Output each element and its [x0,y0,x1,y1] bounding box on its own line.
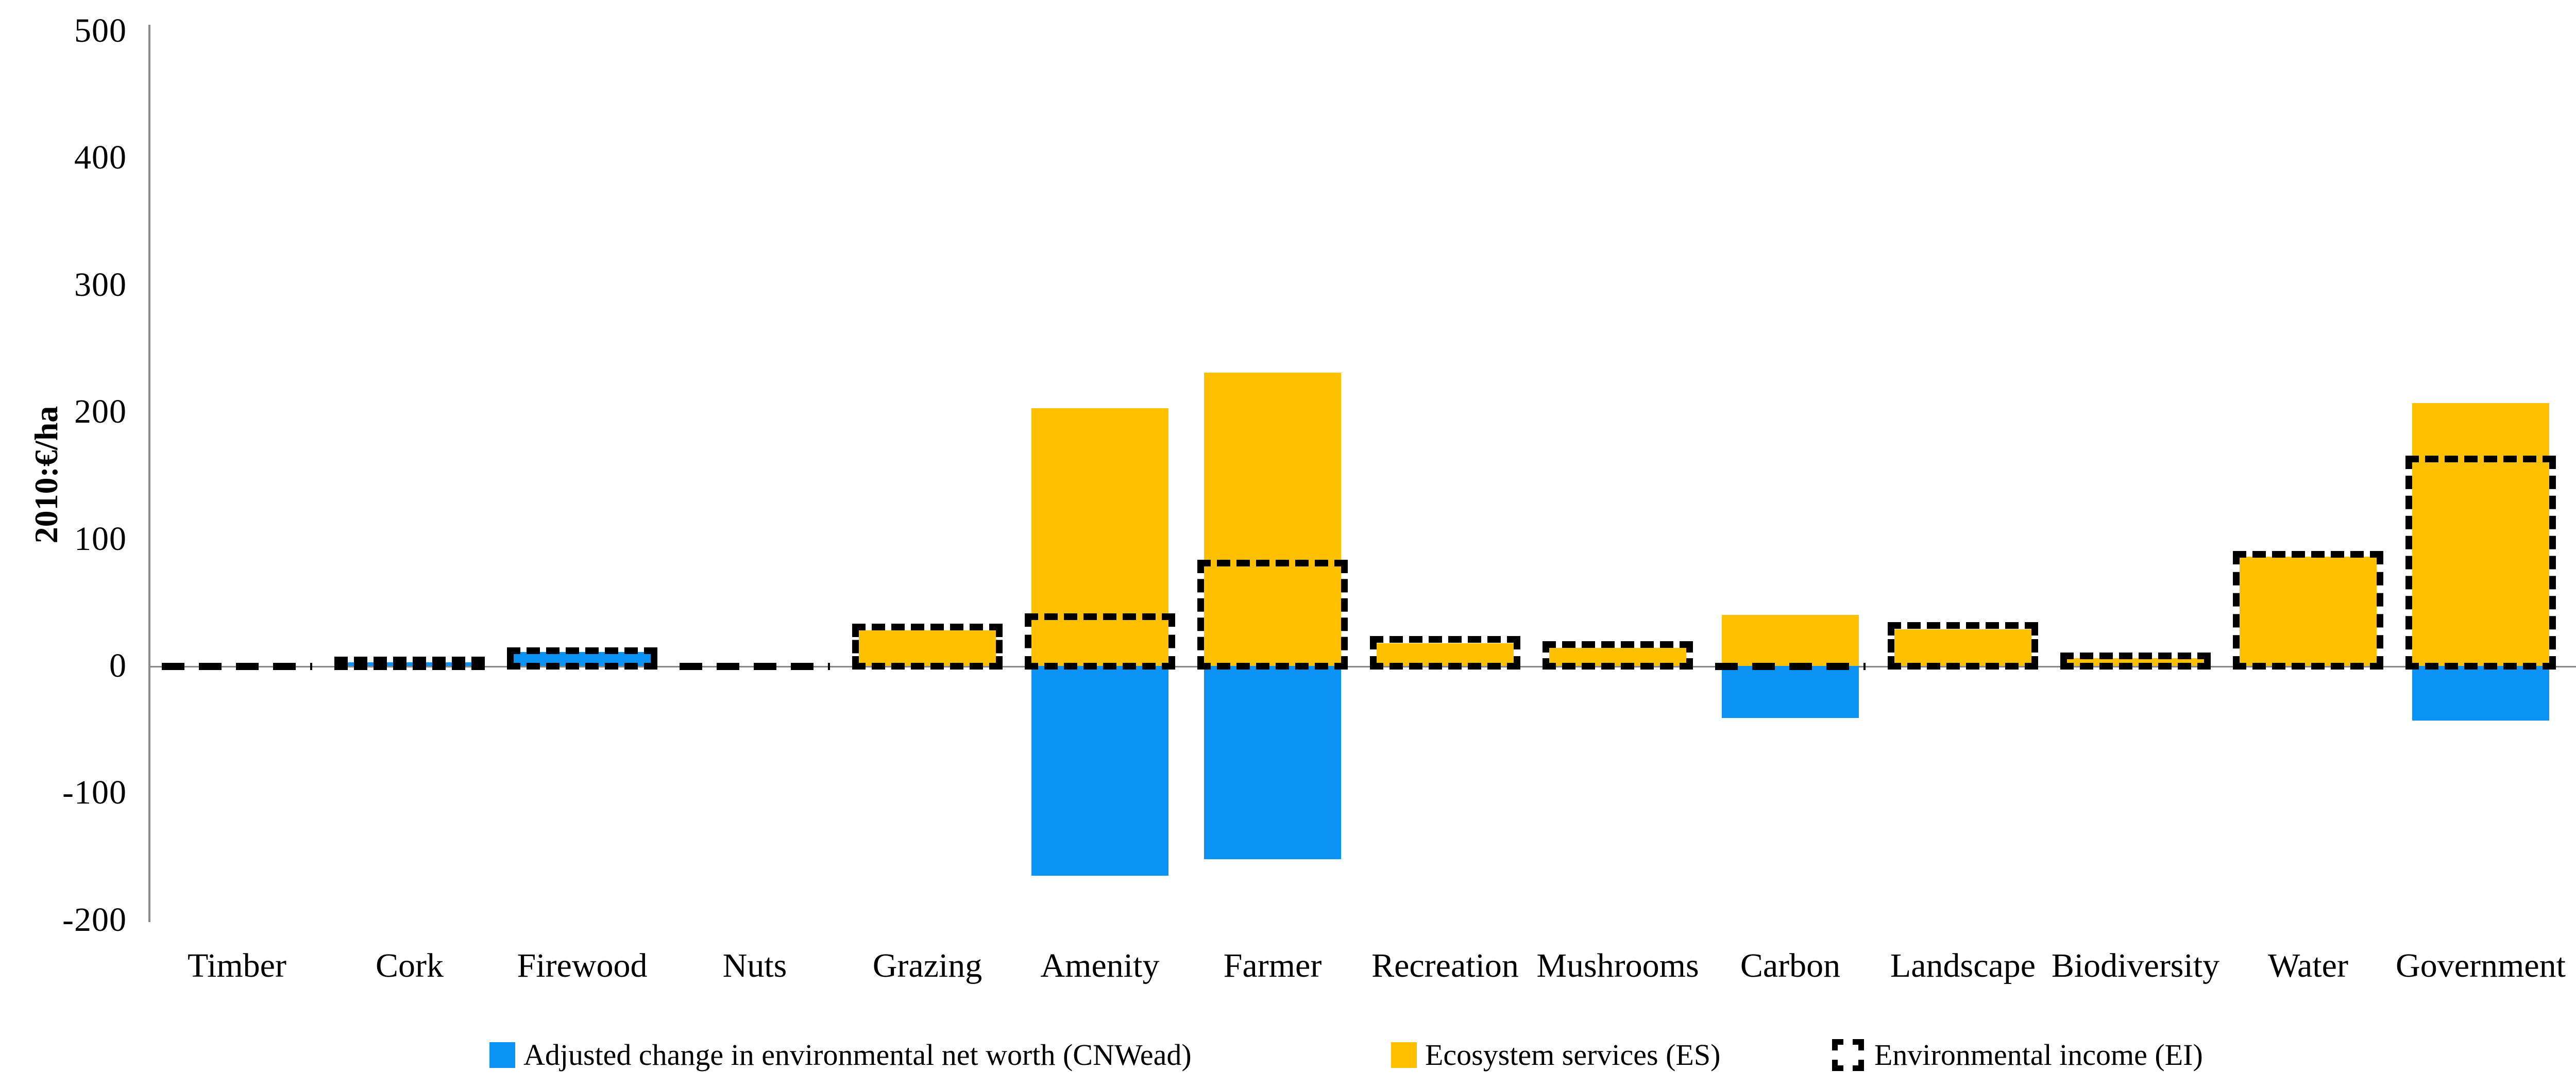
es-yellow-swatch-icon [1391,1042,1417,1068]
y-tick-label-200: 200 [74,393,127,431]
ei-dashed-line-3 [680,663,830,670]
ei-dashed-line-9 [1715,663,1866,670]
y-tick-label-500: 500 [74,11,127,49]
es-bar-4 [859,630,996,666]
ei-dashed-box-11 [2060,653,2211,670]
legend-label-es: Ecosystem services (ES) [1425,1038,1721,1072]
ei-dashed-box-8 [1543,641,1693,670]
y-tick-label-300: 300 [74,265,127,304]
legend-item-ei: Environmental income (EI) [1832,1038,2203,1072]
zero-baseline [148,666,2576,667]
x-axis-label-6: Farmer [1223,947,1322,984]
ei-dashed-box-swatch-icon [1832,1039,1864,1071]
y-axis-line [148,25,150,922]
ei-dashed-box-5 [1025,613,1175,670]
ei-dashed-box-13 [2405,456,2556,670]
es-bar-6 [1204,372,1341,666]
x-axis-label-0: Timber [188,947,286,984]
es-bar-12 [2240,557,2377,666]
cnwead-bar-5 [1031,666,1168,876]
x-axis-label-3: Nuts [722,947,787,984]
x-axis-label-13: Government [2396,947,2566,984]
x-axis-label-7: Recreation [1371,947,1519,984]
x-axis-label-5: Amenity [1040,947,1160,984]
ei-dashed-box-12 [2233,551,2383,670]
cnwead-bar-13 [2412,666,2549,721]
ei-dashed-box-7 [1370,636,1520,670]
y-tick-label-0: 0 [109,647,127,684]
ei-dashed-line-0 [162,663,312,670]
es-bar-7 [1377,643,1514,666]
cnwead-blue-swatch-icon [489,1042,515,1068]
cnwead-bar-6 [1204,666,1341,859]
es-bar-13 [2412,403,2549,666]
es-bar-9 [1722,615,1859,666]
x-axis-label-2: Firewood [517,947,648,984]
y-tick-label--200: -200 [62,900,127,939]
es-bar-10 [1894,629,2031,666]
x-axis-label-4: Grazing [872,947,982,984]
x-axis-label-8: Mushrooms [1536,947,1699,984]
x-axis-label-10: Landscape [1890,947,2036,984]
legend-label-cnwead: Adjusted change in environmental net wor… [523,1038,1192,1072]
cnwead-bar-9 [1722,666,1859,719]
ei-dashed-box-2 [507,647,657,670]
legend-label-ei: Environmental income (EI) [1874,1038,2203,1072]
ei-dashed-box-10 [1888,622,2038,670]
ei-dashed-box-1 [334,656,485,670]
legend-item-cnwead: Adjusted change in environmental net wor… [489,1038,1192,1072]
legend-item-es: Ecosystem services (ES) [1391,1038,1720,1072]
x-axis-label-9: Carbon [1740,947,1841,984]
y-tick-label-100: 100 [74,520,127,558]
es-bar-5 [1031,408,1168,666]
legend: Adjusted change in environmental net wor… [0,1038,2576,1079]
ei-dashed-box-4 [852,623,1003,670]
y-tick-label-400: 400 [74,139,127,177]
y-tick-label--100: -100 [62,774,127,812]
x-axis-label-1: Cork [376,947,444,984]
ei-dashed-box-6 [1197,560,1348,670]
y-axis-title: 2010:€/ha [28,406,64,544]
x-axis-label-12: Water [2268,947,2348,984]
x-axis-label-11: Biodiversity [2051,947,2220,984]
